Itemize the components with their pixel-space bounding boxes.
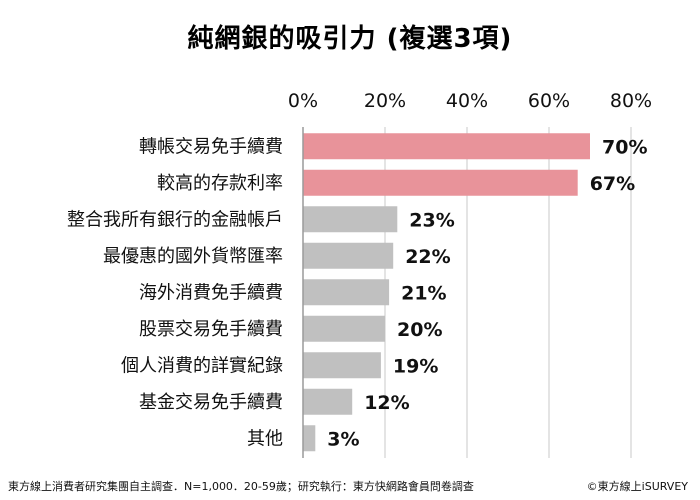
data-label: 3% (327, 428, 359, 450)
data-label: 21% (401, 282, 446, 304)
x-tick-label: 40% (446, 90, 488, 112)
bar (303, 425, 316, 452)
bar (303, 206, 398, 233)
footer-copyright: ©東方線上iSURVEY (586, 480, 688, 493)
data-label: 19% (393, 355, 438, 377)
footer-source: 東方線上消費者研究集團自主調查．N=1,000．20-59歲；研究執行：東方快網… (8, 480, 474, 493)
category-label: 其他 (247, 428, 283, 449)
category-label: 較高的存款利率 (157, 173, 283, 194)
bar (303, 169, 578, 196)
x-tick-label: 0% (288, 90, 318, 112)
category-label: 個人消費的詳實紀錄 (121, 355, 283, 376)
data-label: 70% (602, 136, 647, 158)
data-label: 20% (397, 319, 442, 341)
footer: 東方線上消費者研究集團自主調查．N=1,000．20-59歲；研究執行：東方快網… (8, 478, 698, 494)
category-label: 基金交易免手續費 (139, 392, 283, 413)
bar (303, 388, 353, 415)
x-tick-label: 80% (610, 90, 652, 112)
x-tick-label: 20% (364, 90, 406, 112)
category-label: 轉帳交易免手續費 (139, 136, 283, 157)
bar (303, 279, 390, 306)
bar (303, 352, 381, 379)
category-label: 整合我所有銀行的金融帳戶 (67, 209, 283, 230)
data-label: 22% (405, 246, 450, 268)
category-label: 最優惠的國外貨幣匯率 (103, 246, 283, 267)
bar (303, 133, 590, 160)
x-tick-label: 60% (528, 90, 570, 112)
bar (303, 242, 394, 269)
chart-title: 純網銀的吸引力 (複選3項) (187, 24, 513, 54)
bar (303, 315, 385, 342)
data-label: 12% (364, 392, 409, 414)
category-label: 海外消費免手續費 (139, 282, 283, 303)
data-label: 23% (409, 209, 454, 231)
category-label: 股票交易免手續費 (139, 319, 283, 340)
data-label: 67% (590, 173, 635, 195)
